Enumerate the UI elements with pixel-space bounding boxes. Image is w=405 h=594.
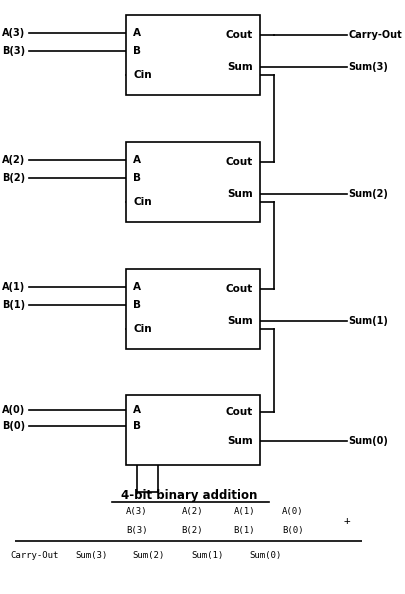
Text: B: B [133,422,141,431]
Text: Sum: Sum [227,435,253,446]
Text: A: A [133,154,141,165]
Bar [126,15,260,95]
Text: B(3): B(3) [2,46,26,56]
Text: 4-bit binary addition: 4-bit binary addition [121,488,257,501]
Text: +: + [343,516,350,526]
Text: B(2): B(2) [181,526,203,535]
Text: B: B [133,300,141,310]
Text: B(0): B(0) [282,526,304,535]
Text: Sum(2): Sum(2) [133,551,165,560]
Text: A(2): A(2) [2,154,26,165]
Bar [126,269,260,349]
Text: Sum: Sum [227,62,253,72]
Text: B(1): B(1) [2,300,26,310]
Text: Sum(3): Sum(3) [75,551,108,560]
Bar [126,142,260,222]
Text: Cin: Cin [133,70,152,80]
Text: Cout: Cout [226,284,253,294]
Text: A(2): A(2) [181,507,203,516]
Text: Cin: Cin [133,197,152,207]
Text: Cout: Cout [226,407,253,418]
Text: A: A [133,282,141,292]
Text: A(3): A(3) [126,507,147,516]
Text: Sum(3): Sum(3) [349,62,388,72]
Text: Carry-Out: Carry-Out [349,30,402,40]
Text: Cout: Cout [226,157,253,167]
Text: B(1): B(1) [234,526,255,535]
Text: A(1): A(1) [234,507,255,516]
Text: Sum(1): Sum(1) [349,316,388,326]
Text: Cout: Cout [226,30,253,40]
Text: A(1): A(1) [2,282,26,292]
Text: B(0): B(0) [2,422,26,431]
Text: Sum(0): Sum(0) [349,435,388,446]
Text: Sum: Sum [227,316,253,326]
Text: B(3): B(3) [126,526,147,535]
Text: Sum(0): Sum(0) [249,551,281,560]
Text: B: B [133,173,141,183]
Text: A(0): A(0) [282,507,304,516]
Text: A(0): A(0) [2,405,26,415]
Text: Sum(1): Sum(1) [192,551,224,560]
Text: A(3): A(3) [2,27,26,37]
Text: Sum: Sum [227,189,253,199]
Bar [126,394,260,466]
Text: B: B [133,46,141,56]
Text: A: A [133,27,141,37]
Text: Carry-Out: Carry-Out [10,551,58,560]
Text: B(2): B(2) [2,173,26,183]
Text: Sum(2): Sum(2) [349,189,388,199]
Text: A: A [133,405,141,415]
Text: Cin: Cin [133,324,152,334]
